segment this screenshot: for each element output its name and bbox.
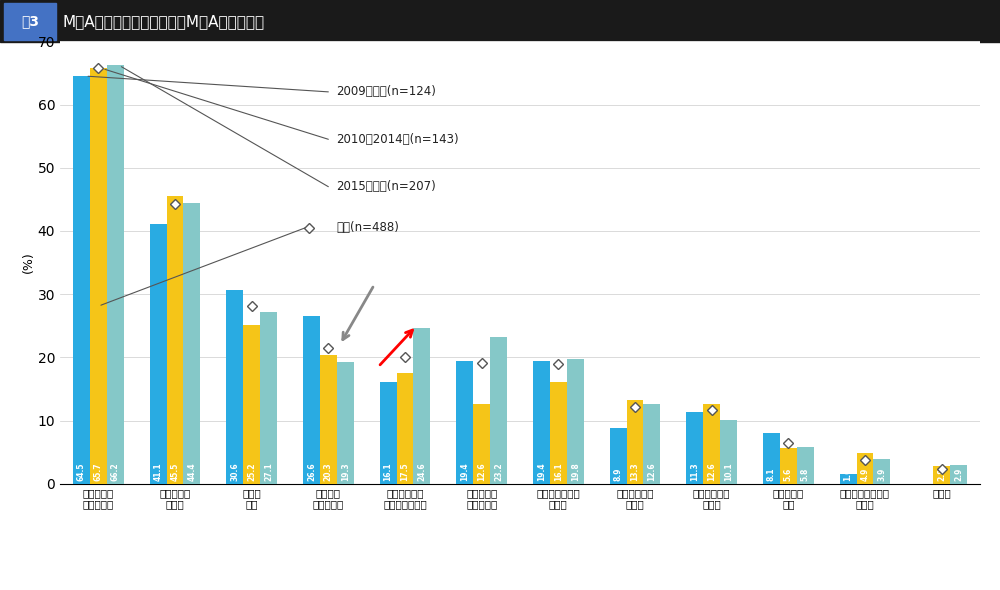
Bar: [4, 3, 56, 40]
Text: 2.8: 2.8: [937, 467, 946, 481]
Bar: [610, 428, 627, 484]
Text: 12.6: 12.6: [647, 462, 656, 481]
Text: 2009年以前(n=124): 2009年以前(n=124): [336, 86, 436, 99]
Bar: [150, 224, 167, 484]
Bar: [950, 466, 967, 484]
Bar: [90, 68, 107, 484]
Text: 41.1: 41.1: [154, 462, 163, 481]
Bar: [473, 404, 490, 484]
Bar: [933, 466, 950, 484]
Y-axis label: (%): (%): [22, 252, 35, 273]
Bar: [183, 203, 200, 484]
Text: 23.2: 23.2: [494, 462, 503, 481]
Text: 16.1: 16.1: [554, 462, 563, 481]
Text: 27.1: 27.1: [264, 462, 273, 481]
Text: 11.3: 11.3: [690, 462, 699, 481]
Text: 25.2: 25.2: [247, 462, 256, 481]
Bar: [243, 324, 260, 484]
Bar: [763, 432, 780, 484]
Bar: [380, 382, 397, 484]
Text: 65.7: 65.7: [94, 462, 103, 481]
Text: 16.1: 16.1: [384, 462, 393, 481]
Bar: [490, 337, 507, 484]
Bar: [167, 196, 183, 484]
Text: 24.6: 24.6: [417, 462, 426, 481]
Text: 全体(n=488): 全体(n=488): [336, 221, 399, 234]
Text: 19.3: 19.3: [341, 462, 350, 481]
Bar: [643, 404, 660, 484]
Bar: [550, 382, 567, 484]
Text: 3.9: 3.9: [877, 467, 886, 481]
Text: 45.5: 45.5: [170, 462, 180, 481]
Bar: [703, 404, 720, 484]
Bar: [533, 361, 550, 484]
Bar: [720, 420, 737, 484]
Bar: [397, 373, 413, 484]
Text: 図3: 図3: [21, 14, 39, 28]
Bar: [226, 290, 243, 484]
Text: 64.5: 64.5: [77, 462, 86, 481]
Bar: [413, 328, 430, 484]
Bar: [840, 474, 857, 484]
Text: 17.5: 17.5: [400, 462, 410, 481]
Bar: [873, 459, 890, 484]
Bar: [780, 448, 797, 484]
Text: 2.9: 2.9: [954, 467, 963, 481]
Bar: [567, 359, 584, 484]
Bar: [456, 361, 473, 484]
Bar: [797, 447, 814, 484]
Text: 5.6: 5.6: [784, 467, 793, 481]
Text: 2015年以降(n=207): 2015年以降(n=207): [336, 180, 436, 193]
Bar: [686, 412, 703, 484]
Text: 4.9: 4.9: [860, 467, 869, 481]
Text: 10.1: 10.1: [724, 462, 733, 481]
Bar: [320, 355, 337, 484]
Text: 26.6: 26.6: [307, 462, 316, 481]
Text: 13.3: 13.3: [631, 462, 640, 481]
Text: 12.6: 12.6: [477, 462, 486, 481]
Bar: [260, 313, 277, 484]
Text: 1.6: 1.6: [844, 467, 853, 481]
Text: 66.2: 66.2: [111, 462, 120, 481]
Bar: [337, 362, 354, 484]
Bar: [107, 65, 124, 484]
Text: 8.1: 8.1: [767, 467, 776, 481]
Text: 19.8: 19.8: [571, 462, 580, 481]
Text: 8.9: 8.9: [614, 467, 623, 481]
Text: 20.3: 20.3: [324, 462, 333, 481]
Bar: [303, 316, 320, 484]
Text: 19.4: 19.4: [460, 462, 469, 481]
Bar: [73, 76, 90, 484]
Text: M＆Aの実施時期別に見た、M＆Aの実施目的: M＆Aの実施時期別に見た、M＆Aの実施目的: [63, 14, 265, 29]
Text: 12.6: 12.6: [707, 462, 716, 481]
Text: 5.8: 5.8: [801, 467, 810, 481]
Text: 30.6: 30.6: [230, 462, 239, 481]
Text: 2010〜2014年(n=143): 2010〜2014年(n=143): [336, 133, 459, 146]
Bar: [627, 400, 643, 484]
Text: 19.4: 19.4: [537, 462, 546, 481]
Text: 44.4: 44.4: [187, 462, 196, 481]
Bar: [857, 453, 873, 484]
